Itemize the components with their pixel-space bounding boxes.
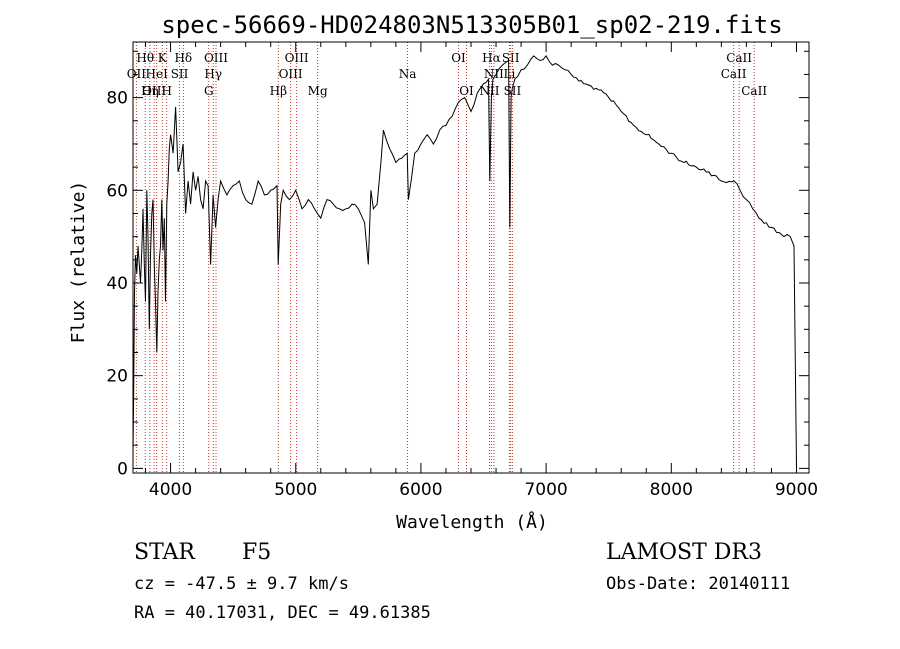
line-marker-label: G [204,84,214,98]
survey-name: LAMOST DR3 [606,540,762,565]
line-marker-label: Hδ [174,51,192,65]
x-tick-label: 5000 [274,480,317,500]
line-marker-label: SII [504,84,522,98]
x-tick-label: 4000 [149,480,192,500]
line-marker-label: Na [399,67,417,81]
x-tick-label: 7000 [524,480,567,500]
y-tick-label: 80 [106,89,128,109]
line-marker-label: HeI [146,67,169,81]
line-marker-label: NII [480,84,500,98]
y-tick-label: 20 [106,367,128,387]
line-marker-label: K [158,51,168,65]
line-marker-label: Mg [308,84,328,98]
coordinates: RA = 40.17031, DEC = 49.61385 [134,603,431,623]
obs-date: Obs-Date: 20140111 [606,574,791,594]
y-tick-label: 40 [106,274,128,294]
line-marker-label: Hθ [136,51,154,65]
line-marker-label: OIII [204,51,228,65]
line-marker-label: Hβ [270,84,287,98]
x-tick-label: 9000 [775,480,818,500]
x-tick-label: 6000 [399,480,442,500]
line-marker-label: OIII [142,84,166,98]
x-axis-label: Wavelength (Å) [396,511,548,533]
series-line [132,55,797,469]
x-tick-label: 8000 [650,480,693,500]
object-class: STAR [134,540,195,565]
line-marker-label: OI [459,84,474,98]
line-marker-label: OI [451,51,466,65]
line-marker-label: H [161,84,171,98]
line-marker-label: SII [171,67,189,81]
spectral-subclass: F5 [242,540,272,565]
line-marker-label: CaII [741,84,767,98]
line-marker-label: Li [504,67,516,81]
line-marker-label: CaII [721,67,747,81]
line-marker-label: NII [484,67,504,81]
plot-frame [132,41,810,474]
line-marker-label: Hη [141,84,159,98]
line-marker-label: Hα [482,51,501,65]
line-marker-label: Hγ [204,67,222,81]
chart-title: spec-56669-HD024803N513305B01_sp02-219.f… [161,11,782,39]
y-tick-label: 60 [106,181,128,201]
line-marker-label: CaII [726,51,752,65]
line-marker-label: OIII [285,51,309,65]
y-tick-label: 0 [117,459,128,479]
axis-ticks: 4000 5000 6000 7000 8000 9000 0 20 40 60 80 [106,42,818,500]
line-marker-label: OIII [279,67,303,81]
redshift-text: cz = -47.5 ± 9.7 km/s [134,574,349,594]
y-axis-label: Flux (relative) [68,181,89,344]
